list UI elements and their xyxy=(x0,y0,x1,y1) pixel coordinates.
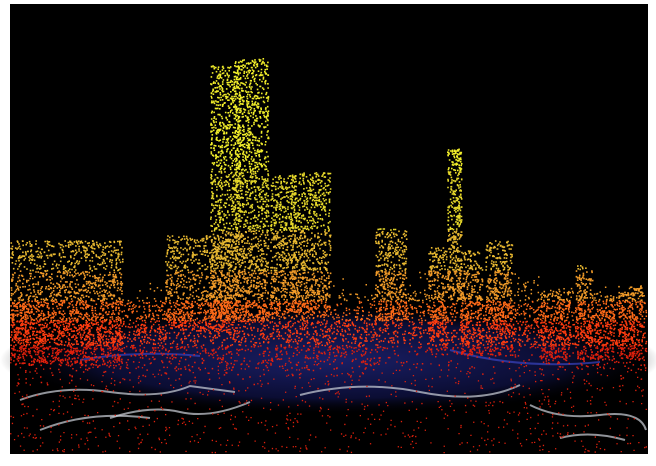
streak xyxy=(109,401,251,419)
points xyxy=(10,58,648,454)
point-group xyxy=(210,170,463,232)
point-group xyxy=(10,345,648,454)
point-group xyxy=(10,320,648,347)
streak xyxy=(19,384,236,401)
point-group xyxy=(10,300,648,322)
streak xyxy=(529,404,647,431)
ground-streaks xyxy=(19,349,647,441)
streak xyxy=(299,384,521,398)
streak xyxy=(39,414,151,431)
streak xyxy=(559,433,626,441)
point-group xyxy=(10,270,645,302)
